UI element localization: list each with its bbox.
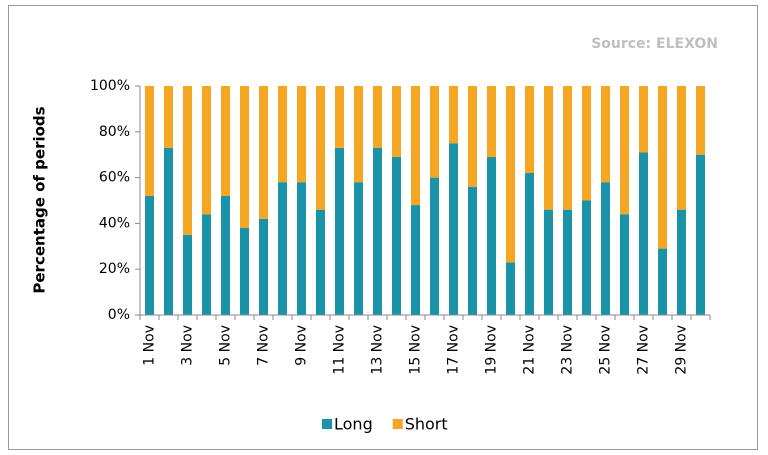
bar-segment — [316, 86, 325, 210]
bar-segment — [202, 214, 211, 315]
bar-segment — [392, 86, 401, 157]
bar-segment — [449, 143, 458, 315]
bar-segment — [639, 152, 648, 315]
bar-segment — [487, 156, 496, 315]
x-tick-label: 17 Nov — [446, 325, 462, 375]
bar-segment — [259, 218, 268, 315]
bar-segment — [411, 86, 420, 206]
x-tick-label: 13 Nov — [370, 325, 386, 375]
bar-segment — [506, 86, 515, 263]
bar-segment — [487, 86, 496, 157]
y-tick-label: 60% — [99, 170, 130, 186]
bar-segment — [221, 195, 230, 315]
bar-segment — [658, 86, 667, 249]
legend-swatch — [322, 419, 332, 429]
x-tick-label: 7 Nov — [256, 325, 272, 366]
chart-border — [8, 5, 758, 450]
y-axis-title: Percentage of periods — [31, 106, 49, 293]
bar-segment — [335, 147, 344, 315]
bar-segment — [582, 86, 591, 201]
bar-segment — [468, 186, 477, 315]
bar-segment — [430, 86, 439, 178]
legend-label: Short — [405, 415, 448, 434]
source-note: Source: ELEXON — [591, 36, 718, 52]
bar-segment — [696, 86, 705, 155]
x-tick-label: 19 Nov — [484, 325, 500, 375]
x-tick-label: 23 Nov — [560, 325, 576, 375]
bar-segment — [297, 86, 306, 183]
bar-segment — [468, 86, 477, 187]
x-tick-label: 3 Nov — [180, 325, 196, 366]
bar-segment — [449, 86, 458, 144]
x-tick-label: 5 Nov — [218, 325, 234, 366]
x-tick-label: 15 Nov — [408, 325, 424, 375]
bar-segment — [601, 86, 610, 183]
bar-segment — [620, 86, 629, 215]
bar-segment — [221, 86, 230, 196]
bar-segment — [183, 234, 192, 315]
bar-segment — [677, 209, 686, 315]
bar-segment — [316, 209, 325, 315]
bar-segment — [677, 86, 686, 210]
bar-segment — [164, 86, 173, 148]
x-tick-label: 9 Nov — [294, 325, 310, 366]
bar-segment — [297, 182, 306, 315]
bar-segment — [430, 177, 439, 315]
bar-segment — [373, 86, 382, 148]
bar-segment — [183, 86, 192, 235]
x-tick-label: 1 Nov — [142, 325, 158, 366]
bar-segment — [335, 86, 344, 148]
y-tick-label: 100% — [90, 78, 130, 94]
legend-label: Long — [334, 415, 373, 434]
y-tick-label: 20% — [99, 261, 130, 277]
bar-segment — [544, 209, 553, 315]
bar-segment — [601, 182, 610, 315]
y-tick-label: 80% — [99, 124, 130, 140]
bar-segment — [202, 86, 211, 215]
bar-segment — [392, 156, 401, 315]
bar-segment — [278, 182, 287, 315]
bar-segment — [582, 200, 591, 315]
bar-segment — [544, 86, 553, 210]
bar-segment — [658, 248, 667, 315]
bar-segment — [240, 86, 249, 228]
bar-segment — [278, 86, 287, 183]
bar-segment — [639, 86, 648, 153]
bar-segment — [145, 195, 154, 315]
x-tick-label: 11 Nov — [332, 325, 348, 375]
x-tick-label: 21 Nov — [522, 325, 538, 375]
bar-segment — [506, 262, 515, 315]
bar-segment — [620, 214, 629, 315]
bar-segment — [145, 86, 154, 196]
x-tick-label: 27 Nov — [636, 325, 652, 375]
bar-segment — [563, 86, 572, 210]
legend-swatch — [392, 419, 403, 429]
bar-segment — [563, 209, 572, 315]
y-tick-label: 0% — [108, 307, 130, 323]
bar-segment — [354, 182, 363, 315]
bar-segment — [259, 86, 268, 219]
bar-segment — [525, 173, 534, 315]
bar-segment — [411, 205, 420, 315]
bar-segment — [696, 154, 705, 315]
bar-segment — [164, 147, 173, 315]
y-tick-label: 40% — [99, 215, 130, 231]
bar-segment — [354, 86, 363, 183]
x-tick-label: 29 Nov — [674, 325, 690, 375]
x-tick-label: 25 Nov — [598, 325, 614, 375]
bar-segment — [373, 147, 382, 315]
bar-segment — [240, 227, 249, 315]
bar-segment — [525, 86, 534, 174]
